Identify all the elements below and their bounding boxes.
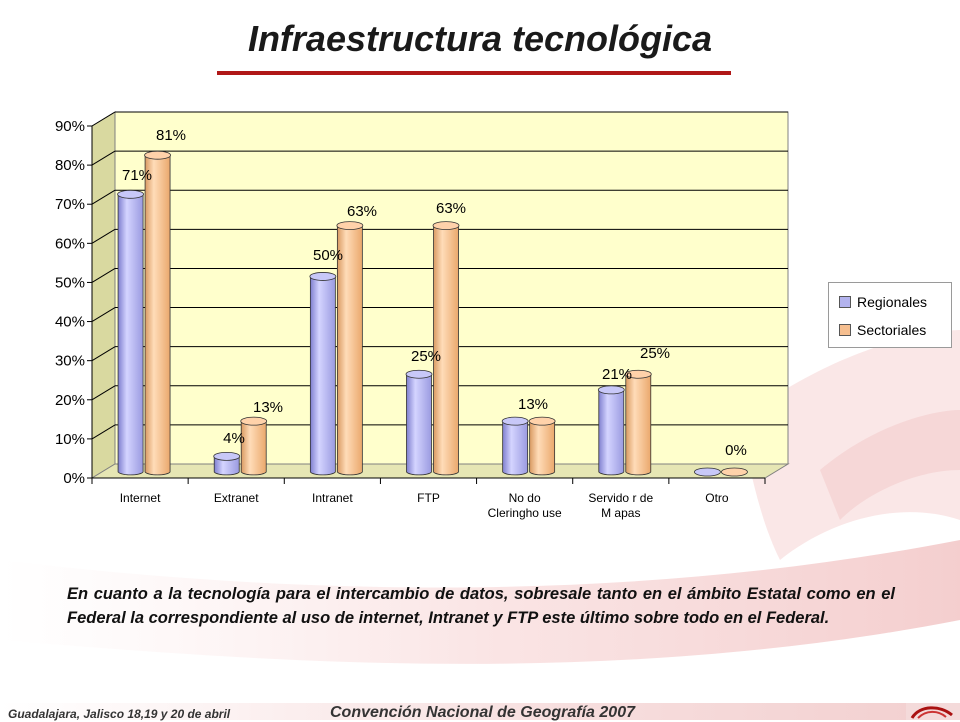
footer-location-date: Guadalajara, Jalisco 18,19 y 20 de abril — [8, 707, 231, 721]
x-tick-label: No do Cleringho use — [488, 491, 562, 520]
bar-sectoriales — [528, 416, 556, 476]
bar-regionales-body — [598, 389, 625, 476]
bar-sectoriales-top — [432, 221, 460, 231]
bar-regionales — [694, 467, 721, 477]
slide-title: Infraestructura tecnológica — [247, 18, 713, 59]
y-tick-label: 50% — [55, 274, 85, 291]
legend-swatch-regionales — [839, 296, 851, 308]
bar-sectoriales-body — [529, 420, 556, 476]
y-tick-label: 40% — [55, 314, 85, 331]
data-label: 63% — [347, 203, 377, 220]
chart-legend: Regionales Sectoriales — [828, 282, 952, 348]
footer-bar — [0, 703, 960, 720]
footer-event-name: Convención Nacional de Geografía 2007 — [330, 704, 635, 721]
data-label: 81% — [156, 127, 186, 144]
y-tick-label: 10% — [55, 431, 85, 448]
data-label: 13% — [253, 399, 283, 416]
bar-sectoriales-top — [721, 467, 748, 477]
bar-regionales-top — [597, 385, 625, 395]
data-label: 63% — [436, 200, 466, 217]
gridline-side — [91, 424, 116, 440]
legend-swatch-sectoriales — [839, 324, 851, 336]
bar-sectoriales — [721, 467, 748, 477]
y-tick-label: 20% — [55, 392, 85, 409]
y-tick-label: 70% — [55, 196, 85, 213]
bar-regionales-body — [213, 455, 240, 476]
bar-sectoriales-top — [144, 150, 171, 160]
data-label: 4% — [223, 430, 245, 447]
data-label: 21% — [602, 366, 632, 383]
bar-sectoriales — [624, 369, 652, 476]
summary-paragraph: En cuanto a la tecnología para el interc… — [67, 585, 895, 627]
legend-label-regionales: Regionales — [857, 294, 928, 310]
bar-regionales — [309, 272, 337, 476]
gridline-side — [91, 346, 116, 362]
data-label: 25% — [411, 348, 441, 365]
bar-sectoriales-top — [624, 369, 652, 379]
bar-regionales-top — [309, 272, 337, 281]
bar-regionales-top — [213, 451, 241, 461]
bar-sectoriales — [336, 221, 364, 476]
gridline-side — [91, 228, 116, 244]
bar-sectoriales — [432, 221, 460, 476]
x-tick-label: Intranet — [312, 491, 353, 505]
gridline-side — [91, 150, 116, 166]
bar-regionales — [213, 451, 241, 476]
legend-label-sectoriales: Sectoriales — [857, 322, 927, 338]
bar-regionales-top — [405, 369, 433, 379]
bar-regionales — [597, 385, 625, 476]
y-tick-label: 60% — [55, 235, 85, 252]
bar-regionales — [405, 369, 433, 476]
data-label: 25% — [640, 345, 670, 362]
y-tick-label: 80% — [55, 157, 85, 174]
inegi-logo-icon — [906, 703, 960, 720]
gridline-side — [91, 307, 116, 322]
x-tick-label: FTP — [417, 491, 440, 505]
bar-regionales-body — [406, 373, 432, 476]
x-tick-label: Extranet — [214, 491, 259, 505]
bar-sectoriales-body — [433, 225, 459, 476]
x-tick-label: Otro — [705, 491, 729, 505]
gridline-side — [91, 111, 116, 127]
bar-sectoriales-top — [336, 221, 364, 231]
y-tick-label: 30% — [55, 353, 85, 370]
legend-item-sectoriales: Sectoriales — [839, 322, 926, 338]
bar-sectoriales-body — [336, 225, 363, 476]
bar-sectoriales-top — [528, 416, 556, 426]
data-label: 50% — [313, 247, 343, 264]
bar-sectoriales-top — [240, 416, 268, 426]
gridline-side — [91, 385, 116, 401]
bar-regionales — [117, 189, 144, 476]
bar-regionales-body — [309, 276, 336, 476]
bar-regionales-body — [117, 193, 144, 476]
bar-sectoriales-body — [240, 420, 267, 476]
bar-regionales — [501, 416, 529, 476]
y-tick-label: 0% — [63, 470, 85, 487]
x-tick-label: Internet — [120, 491, 161, 505]
bar-sectoriales — [144, 150, 171, 476]
x-tick-label: Servido r de M apas — [588, 491, 653, 520]
data-label: 71% — [122, 167, 152, 184]
bar-regionales-top — [501, 416, 529, 426]
gridline-side — [91, 189, 116, 205]
bar-regionales-body — [502, 420, 529, 476]
bar-regionales-top — [117, 189, 144, 199]
bar-sectoriales-body — [144, 154, 171, 476]
bar-sectoriales — [240, 416, 268, 476]
gridline-side — [91, 268, 116, 283]
plot-side-wall — [91, 111, 116, 479]
data-label: 13% — [518, 396, 548, 413]
legend-item-regionales: Regionales — [839, 294, 927, 310]
title-underline — [217, 71, 731, 75]
y-tick-label: 90% — [55, 118, 85, 135]
data-label: 0% — [725, 442, 747, 459]
bar-sectoriales-body — [625, 373, 652, 476]
bar-regionales-top — [694, 467, 721, 477]
